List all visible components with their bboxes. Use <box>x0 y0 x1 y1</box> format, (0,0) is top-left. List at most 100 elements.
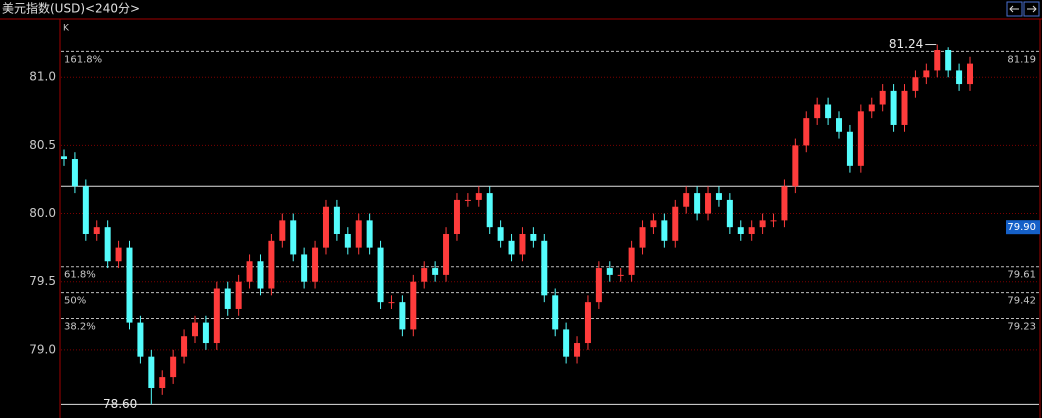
candle-body <box>246 261 253 282</box>
candle-body <box>836 118 843 132</box>
fib-value: 79.23 <box>1007 322 1036 333</box>
candle-body <box>552 295 559 330</box>
fib-value: 81.19 <box>1007 54 1036 65</box>
candle-body <box>432 268 439 275</box>
candle-body <box>945 49 952 71</box>
fib-value: 79.61 <box>1007 270 1036 281</box>
candle-body <box>224 288 231 309</box>
candle-body <box>715 193 722 200</box>
fib-value: 79.42 <box>1007 296 1036 307</box>
candle-body <box>814 104 821 119</box>
candle-body <box>606 268 613 275</box>
candle-body <box>879 90 886 105</box>
candle-body <box>530 233 537 241</box>
y-tick-label: 80.5 <box>29 138 56 152</box>
candle-body <box>279 220 286 241</box>
candle-body <box>617 274 624 276</box>
chart-title: 美元指数(USD)<240分> <box>2 1 140 16</box>
fib-label: 61.8% <box>64 270 96 281</box>
candle-body <box>923 70 930 78</box>
y-tick-label: 79.5 <box>29 274 56 288</box>
candle-body <box>737 227 744 234</box>
y-tick-label: 80.0 <box>29 206 56 220</box>
candle-body <box>770 220 777 222</box>
candle-body <box>857 111 864 166</box>
y-tick-label: 79.0 <box>29 342 56 356</box>
next-icon <box>1027 5 1037 13</box>
annotation-label: 81.24 <box>889 37 923 51</box>
candle-body <box>61 156 67 160</box>
annotation-label: 78.60 <box>103 397 137 411</box>
candle-body <box>443 233 450 275</box>
candle-body <box>71 159 78 187</box>
candle-body <box>574 343 581 357</box>
candle-body <box>453 199 460 234</box>
candle-body <box>639 227 646 248</box>
candle-body <box>672 206 679 241</box>
candle-body <box>399 302 406 330</box>
candle-body <box>595 268 602 303</box>
fib-label: 38.2% <box>64 322 96 333</box>
prev-icon <box>1009 5 1019 13</box>
candle-body <box>170 356 177 378</box>
candle-body <box>541 240 548 296</box>
candle-body <box>464 199 471 201</box>
candle-body <box>497 227 504 241</box>
y-tick-label: 81.0 <box>29 70 56 84</box>
candle-body <box>846 131 853 166</box>
candle-body <box>956 70 963 85</box>
candle-body <box>202 322 209 344</box>
candle-body <box>301 254 308 282</box>
candle-body <box>322 206 329 248</box>
candle-body <box>213 288 220 344</box>
candle-body <box>508 240 515 255</box>
candle-body <box>901 90 908 125</box>
candle-body <box>290 220 297 255</box>
candle-body <box>650 220 657 228</box>
candle-body <box>410 281 417 330</box>
candle-body <box>934 49 941 71</box>
price-marker-label: 79.90 <box>1007 222 1036 233</box>
candle-body <box>126 247 133 323</box>
candle-body <box>257 261 264 289</box>
candle-body <box>726 199 733 228</box>
indicator-label: K <box>63 24 70 34</box>
candle-body <box>377 247 384 303</box>
candle-body <box>366 220 373 248</box>
candle-body <box>912 77 919 91</box>
candle-body <box>475 193 482 200</box>
candle-body <box>148 356 155 389</box>
candle-body <box>333 206 340 234</box>
candle-body <box>486 193 493 228</box>
title-bar <box>0 0 1042 18</box>
candle-body <box>868 104 875 112</box>
candle-body <box>890 90 897 125</box>
fib-label: 161.8% <box>64 54 102 65</box>
candle-body <box>661 220 668 241</box>
candle-body <box>82 186 89 234</box>
candle-body <box>191 322 198 337</box>
candle-body <box>748 227 755 234</box>
candle-body <box>584 302 591 344</box>
candle-body <box>759 220 766 228</box>
candle-body <box>683 193 690 207</box>
candle-body <box>967 63 973 85</box>
candle-body <box>628 247 635 275</box>
candle-body <box>181 336 188 357</box>
candle-body <box>694 193 701 214</box>
candle-body <box>825 104 832 119</box>
candle-body <box>115 247 122 262</box>
candle-body <box>388 302 395 304</box>
price-marker <box>1006 220 1040 235</box>
candle-body <box>344 233 351 248</box>
candle-body <box>159 377 166 389</box>
candle-body <box>705 193 712 214</box>
candle-body <box>421 268 428 282</box>
candle-body <box>803 118 810 146</box>
candle-body <box>355 220 362 248</box>
candle-body <box>268 240 275 289</box>
candle-body <box>93 227 100 234</box>
candle-body <box>792 145 799 187</box>
